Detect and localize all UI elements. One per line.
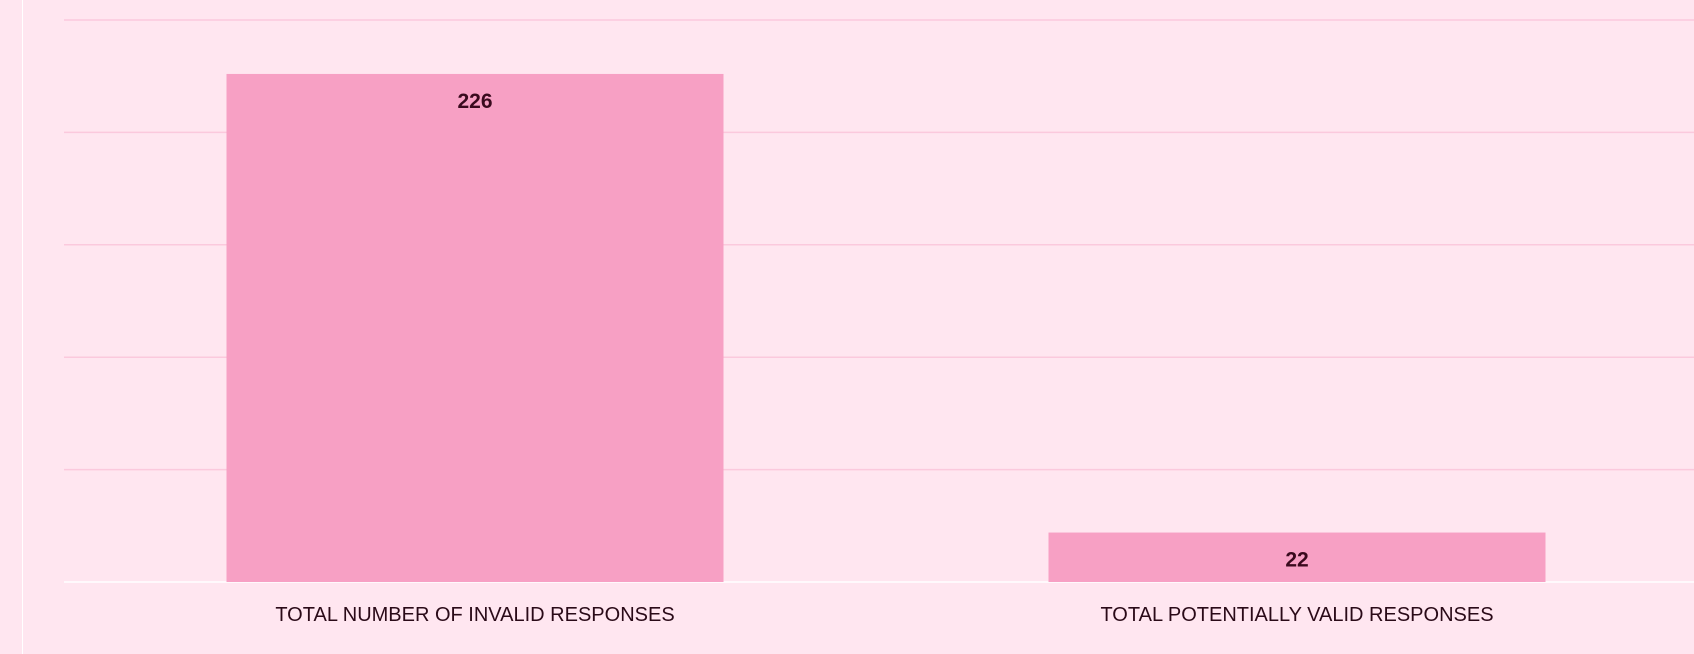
bar-2 xyxy=(1048,532,1546,582)
category-label-2: TOTAL POTENTIALLY VALID RESPONSES xyxy=(1100,604,1493,626)
data-labels: 226 22 xyxy=(457,90,1308,572)
category-labels: TOTAL NUMBER OF INVALID RESPONSES TOTAL P… xyxy=(275,604,1493,626)
left-margin-strip xyxy=(0,0,23,654)
data-label-2: 22 xyxy=(1285,549,1308,572)
category-label-1: TOTAL NUMBER OF INVALID RESPONSES xyxy=(275,604,674,626)
bar-1 xyxy=(226,73,724,583)
data-label-1: 226 xyxy=(457,90,492,113)
bars xyxy=(226,73,1546,583)
